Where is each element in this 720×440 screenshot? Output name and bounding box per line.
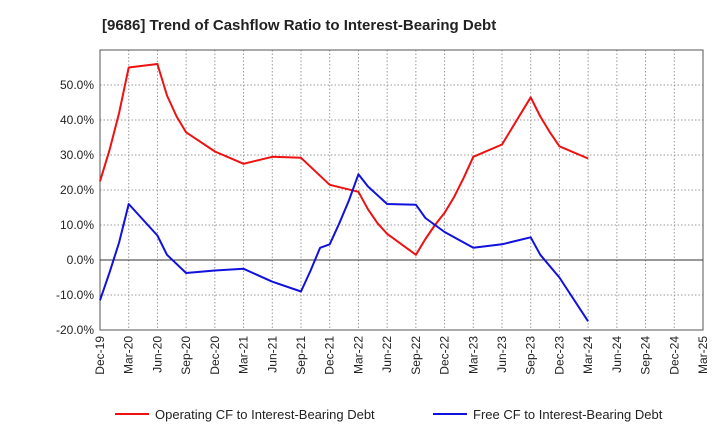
x-tick-label: Jun-24 — [610, 336, 624, 373]
y-tick-label: 10.0% — [60, 218, 94, 232]
y-tick-label: 30.0% — [60, 148, 94, 162]
plot-frame — [99, 49, 704, 331]
x-tick-label: Dec-21 — [323, 336, 337, 375]
x-tick-label: Jun-21 — [265, 336, 279, 373]
x-axis-ticks: Dec-19 Mar-20 Jun-20 Sep-20 Dec-20 Mar-21 Jun-… — [93, 336, 710, 375]
x-tick-label: Mar-22 — [351, 336, 365, 374]
y-axis-ticks: -20.0% -10.0% 0.0% 10.0% 20.0% 30.0% 40.0% 50.0… — [56, 78, 94, 337]
horizontal-grid — [100, 84, 703, 331]
y-tick-label: 0.0% — [67, 253, 95, 267]
x-tick-label: Sep-21 — [294, 336, 308, 375]
x-tick-label: Jun-20 — [150, 336, 164, 373]
x-tick-label: Jun-23 — [495, 336, 509, 373]
chart-title: [9686] Trend of Cashflow Ratio to Intere… — [102, 17, 496, 34]
x-tick-label: Dec-19 — [93, 336, 107, 375]
x-tick-label: Mar-21 — [237, 336, 251, 374]
y-tick-label: -10.0% — [56, 288, 94, 302]
x-tick-label: Sep-23 — [524, 336, 538, 375]
y-tick-label: 40.0% — [60, 113, 94, 127]
series-line-free-cf — [99, 173, 589, 322]
x-tick-label: Dec-23 — [552, 336, 566, 375]
x-tick-label: Dec-22 — [438, 336, 452, 375]
legend-label: Free CF to Interest-Bearing Debt — [473, 407, 663, 422]
x-tick-label: Sep-22 — [409, 336, 423, 375]
legend: Operating CF to Interest-Bearing Debt Fre… — [115, 407, 663, 422]
y-tick-label: 50.0% — [60, 78, 94, 92]
legend-label: Operating CF to Interest-Bearing Debt — [155, 407, 375, 422]
y-tick-label: -20.0% — [56, 323, 94, 337]
x-tick-label: Mar-23 — [466, 336, 480, 374]
x-tick-label: Mar-24 — [581, 336, 595, 374]
x-tick-label: Sep-24 — [639, 336, 653, 375]
x-tick-label: Jun-22 — [380, 336, 394, 373]
series-layer — [99, 63, 589, 322]
series-line-operating-cf — [99, 63, 589, 256]
x-tick-label: Dec-20 — [208, 336, 222, 375]
x-tick-label: Dec-24 — [667, 336, 681, 375]
x-tick-label: Sep-20 — [179, 336, 193, 375]
x-tick-label: Mar-25 — [696, 336, 710, 374]
y-tick-label: 20.0% — [60, 183, 94, 197]
x-tick-label: Mar-20 — [122, 336, 136, 374]
